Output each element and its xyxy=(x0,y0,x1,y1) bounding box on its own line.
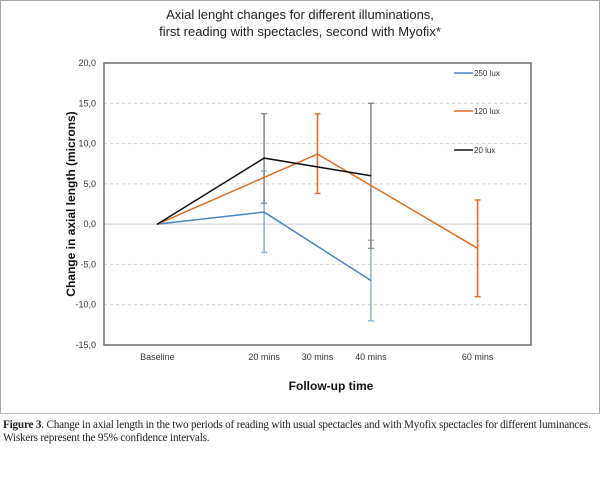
error-bars xyxy=(261,102,481,322)
x-axis-label: Follow-up time xyxy=(289,379,374,393)
legend-label: 20 lux xyxy=(474,146,495,155)
x-axis-ticks: Baseline 20 mins 30 mins 40 mins 60 mins xyxy=(140,352,494,362)
y-tick-label: 5,0 xyxy=(83,179,96,189)
chart-title-line-1: Axial lenght changes for different illum… xyxy=(166,7,434,22)
y-tick-label: 15,0 xyxy=(78,98,96,108)
y-tick-label: 20,0 xyxy=(78,58,96,68)
chart-svg: 20,0 15,0 10,0 5,0 0,0 -5,0 -10,0 -15,0 Baselin… xyxy=(64,58,532,393)
y-tick-label: 10,0 xyxy=(78,139,96,149)
caption-text: . Change in axial length in the two peri… xyxy=(3,419,591,444)
x-tick-label: 30 mins xyxy=(302,352,334,362)
legend-item-120-lux: 120 lux xyxy=(454,107,500,116)
x-tick-label: Baseline xyxy=(140,352,175,362)
x-tick-label: 60 mins xyxy=(462,352,494,362)
chart-title-line-2: first reading with spectacles, second wi… xyxy=(159,24,441,39)
y-tick-label: -10,0 xyxy=(75,300,96,310)
y-tick-label: -15,0 xyxy=(75,340,96,350)
data-point xyxy=(156,223,158,225)
legend-item-250-lux: 250 lux xyxy=(454,69,500,78)
plot-area-border xyxy=(103,62,532,346)
x-tick-label: 20 mins xyxy=(248,352,280,362)
legend-label: 250 lux xyxy=(474,69,500,78)
legend-item-20-lux: 20 lux xyxy=(454,146,495,155)
chart-title: Axial lenght changes for different illum… xyxy=(0,6,600,40)
data-point xyxy=(316,153,319,155)
data-point xyxy=(370,175,372,177)
data-point xyxy=(263,211,265,213)
series-lines xyxy=(156,153,479,282)
y-tick-label: -5,0 xyxy=(80,259,96,269)
figure-caption: Figure 3. Change in axial length in the … xyxy=(3,419,597,445)
legend: 250 lux 120 lux 20 lux xyxy=(454,69,500,155)
data-point xyxy=(263,157,265,159)
x-tick-label: 40 mins xyxy=(355,352,387,362)
y-axis-label: Change in axial length (microns) xyxy=(64,111,78,296)
caption-label: Figure 3 xyxy=(3,419,42,431)
legend-label: 120 lux xyxy=(474,107,500,116)
y-axis-ticks: 20,0 15,0 10,0 5,0 0,0 -5,0 -10,0 -15,0 xyxy=(75,58,96,350)
data-point xyxy=(477,247,479,249)
gridlines xyxy=(104,102,531,306)
data-point xyxy=(370,279,372,282)
y-tick-label: 0,0 xyxy=(83,219,96,229)
